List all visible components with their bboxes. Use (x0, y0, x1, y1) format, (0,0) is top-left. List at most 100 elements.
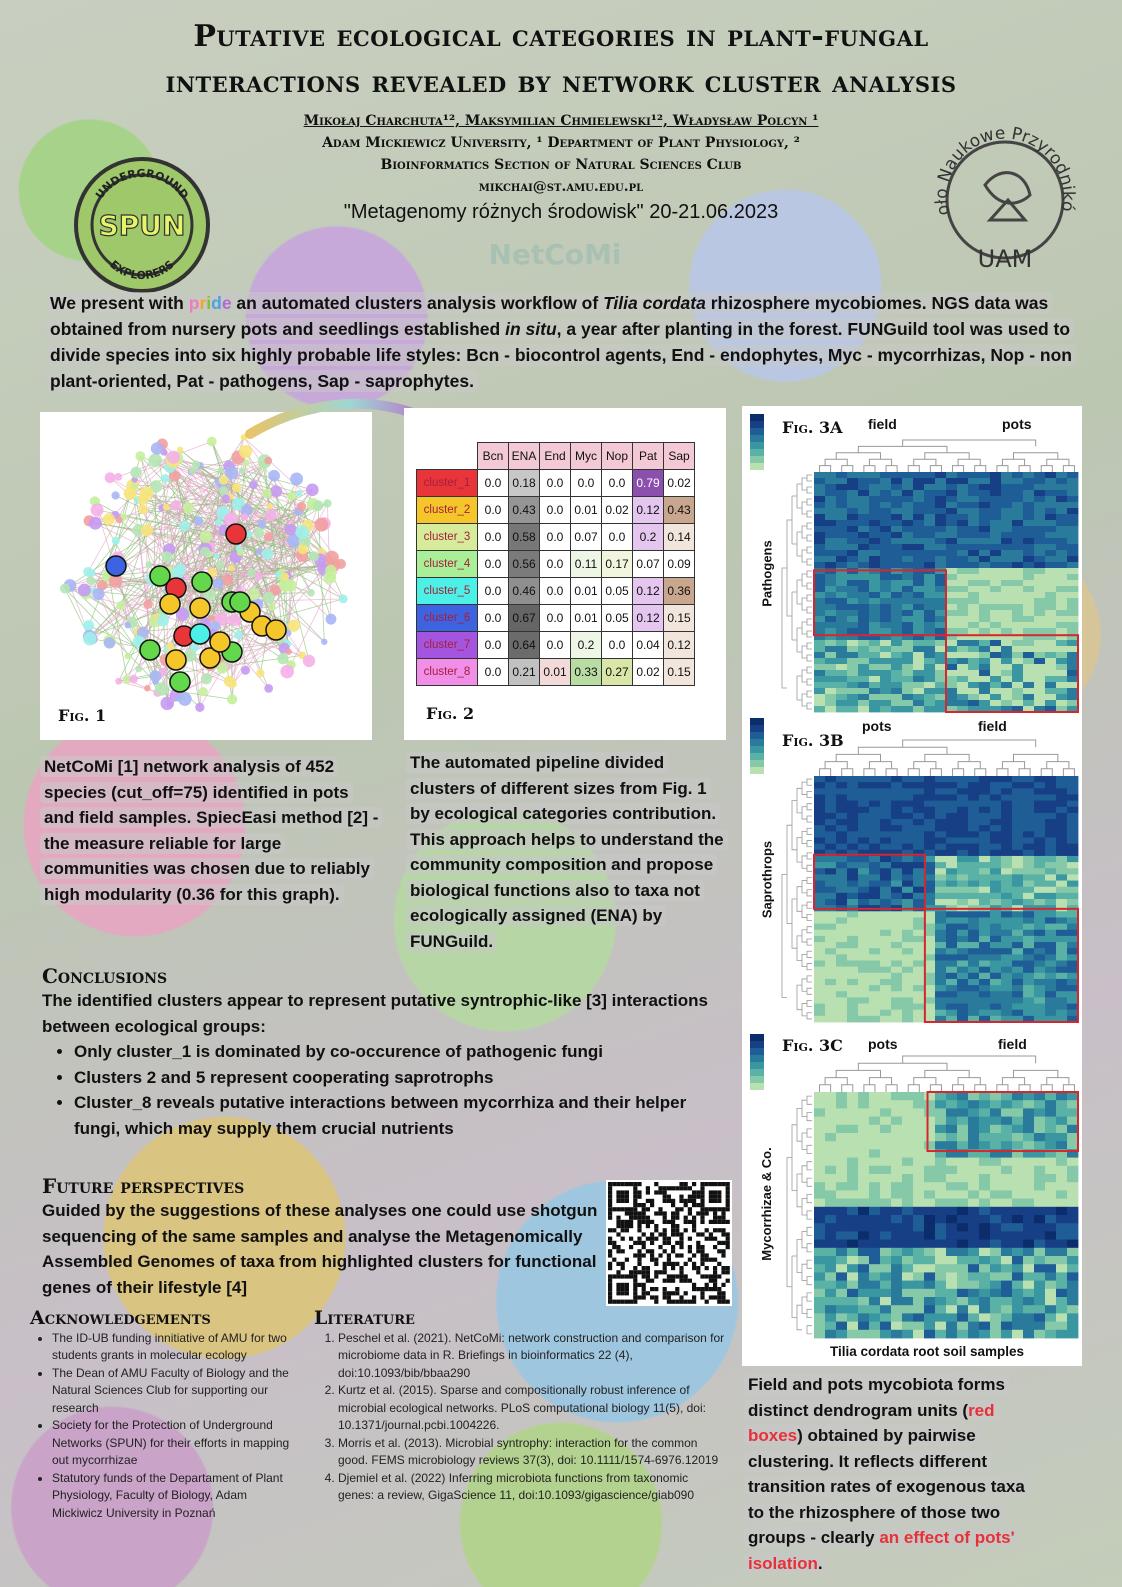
heatmap-cell (858, 688, 870, 695)
heatmap-cell (869, 1239, 881, 1249)
heatmap-cell (957, 1305, 969, 1314)
qr-module (725, 1270, 730, 1275)
heatmap-cell (869, 1247, 881, 1257)
heatmap-cell (1045, 526, 1057, 533)
heatmap-cell (1023, 538, 1035, 545)
heatmap-cell (924, 616, 936, 623)
acknowledgement-item: Society for the Protection of Undergroun… (52, 1417, 290, 1470)
network-node (111, 536, 120, 545)
heatmap-cell (913, 892, 925, 900)
qr-module (704, 1282, 709, 1287)
heatmap-cell (1001, 868, 1013, 875)
heatmap-cell (836, 586, 848, 593)
qr-module (616, 1249, 621, 1254)
heatmap-cell (1001, 843, 1013, 851)
heatmap-cell (869, 580, 881, 587)
heatmap-cell (836, 1264, 848, 1273)
qr-module (608, 1274, 613, 1279)
heatmap-cell (869, 1215, 881, 1224)
heatmap-cell (924, 1165, 936, 1175)
heatmap-cell (1067, 676, 1079, 683)
heatmap-cell (1045, 948, 1057, 955)
heatmap-cell (1023, 935, 1035, 943)
network-node (191, 460, 201, 469)
heatmap-cell (957, 622, 969, 629)
heatmap-cell (924, 610, 936, 617)
qr-module (620, 1182, 625, 1187)
network-node (323, 499, 332, 508)
heatmap-cell (924, 935, 936, 943)
heatmap-cell (825, 800, 837, 808)
qr-module (679, 1240, 684, 1245)
heatmap-cell (1012, 880, 1024, 888)
heatmap-cell (1034, 538, 1046, 545)
heatmap-cell (847, 1015, 859, 1023)
heatmap-cell (902, 556, 914, 563)
heatmap-cell (836, 472, 848, 479)
heatmap-cell (858, 794, 870, 801)
qr-module (616, 1274, 621, 1279)
heatmap-cell (957, 1272, 969, 1281)
qr-module (666, 1198, 671, 1203)
heatmap-cell (902, 496, 914, 503)
heatmap-cell (968, 586, 980, 593)
network-node (308, 551, 320, 562)
heatmap-cell (979, 628, 991, 635)
network-node (253, 528, 265, 539)
heatmap-cell (957, 978, 969, 986)
heatmap-cell (957, 960, 969, 968)
heatmap-cell (924, 831, 936, 838)
heatmap-cell (946, 700, 958, 707)
heatmap-cell (990, 616, 1002, 623)
heatmap-cell (869, 1141, 881, 1150)
heatmap-cell (836, 862, 848, 869)
heatmap-cell (902, 1100, 914, 1109)
conclusions-section: Conclusions The identified clusters appe… (42, 964, 722, 1141)
heatmap-cell (1012, 502, 1024, 509)
network-node (245, 530, 253, 538)
heatmap-cell (1067, 1239, 1079, 1249)
heatmap-cell (825, 574, 837, 581)
heatmap-cell (836, 794, 848, 801)
heatmap-cell (1012, 1231, 1024, 1240)
heatmap-cell (1034, 676, 1046, 683)
heatmap-cell (902, 1206, 914, 1216)
heatmap-cell (968, 1206, 980, 1216)
heatmap-cell (836, 1223, 848, 1232)
heatmap-cell (979, 538, 991, 545)
qr-module (679, 1278, 684, 1283)
network-edge (165, 506, 232, 569)
qr-module (612, 1228, 617, 1233)
heatmap-cell (913, 1100, 925, 1109)
heatmap-cell (924, 948, 936, 955)
heatmap-cell (990, 942, 1002, 949)
qr-code[interactable] (606, 1180, 732, 1306)
heatmap-cell (902, 1009, 914, 1017)
qr-module (666, 1219, 671, 1224)
heatmap-cell (935, 706, 947, 713)
qr-module (637, 1236, 642, 1241)
heatmap-cell (1045, 972, 1057, 980)
heatmap-cell (836, 694, 848, 701)
heatmap-cell (1056, 843, 1068, 851)
heatmap-cell (814, 1239, 826, 1249)
heatmap-cell (847, 843, 859, 851)
heatmap-cell (1067, 880, 1079, 888)
network-hub-node (159, 593, 181, 615)
qr-module (692, 1194, 697, 1199)
heatmap-cell (825, 1149, 837, 1158)
heatmap-cell (902, 1165, 914, 1175)
heatmap-cell (847, 837, 859, 845)
qr-module (658, 1232, 663, 1237)
heatmap-cell (979, 1009, 991, 1017)
heatmap-cell (880, 1198, 892, 1208)
heatmap-cell (957, 1206, 969, 1216)
heatmap-cell (968, 646, 980, 653)
network-edge (92, 531, 303, 591)
heatmap-cell (814, 911, 826, 918)
heatmap-cell (979, 1133, 991, 1142)
heatmap-cell (1023, 1239, 1035, 1249)
network-edge (145, 493, 149, 643)
heatmap-cell (968, 831, 980, 838)
table-row: cluster_2 0.0 0.43 0.0 0.01 0.02 0.12 0.43 (416, 496, 695, 524)
